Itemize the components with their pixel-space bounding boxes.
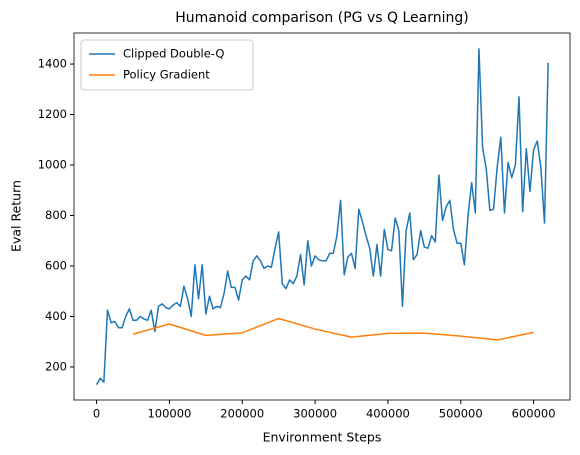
plot-frame xyxy=(73,32,571,401)
x-axis-label: Environment Steps xyxy=(263,430,382,445)
x-tick-label: 600000 xyxy=(512,407,556,421)
y-tick-label: 1200 xyxy=(38,107,67,121)
chart-title: Humanoid comparison (PG vs Q Learning) xyxy=(175,10,468,26)
legend-box xyxy=(80,39,254,91)
x-tick-label: 200000 xyxy=(220,407,264,421)
x-tick-label: 100000 xyxy=(147,407,191,421)
y-tick-label: 1400 xyxy=(38,57,67,71)
legend-label: Policy Gradient xyxy=(123,68,210,82)
y-tick-label: 600 xyxy=(45,258,67,272)
x-tick-label: 500000 xyxy=(439,407,483,421)
line xyxy=(132,317,534,341)
y-tick-label: 1000 xyxy=(38,158,67,172)
legend: Clipped Double-Q Policy Gradient xyxy=(80,39,254,91)
x-tick-label: 0 xyxy=(93,407,100,421)
y-tick-label: 800 xyxy=(45,208,67,222)
y-tick-label: 200 xyxy=(45,359,67,373)
line xyxy=(95,48,549,385)
x-tick-label: 300000 xyxy=(293,407,337,421)
y-tick-label: 400 xyxy=(45,309,67,323)
y-axis-label: Eval Return xyxy=(9,180,24,252)
legend-label: Clipped Double-Q xyxy=(123,47,224,61)
x-tick-label: 400000 xyxy=(366,407,410,421)
